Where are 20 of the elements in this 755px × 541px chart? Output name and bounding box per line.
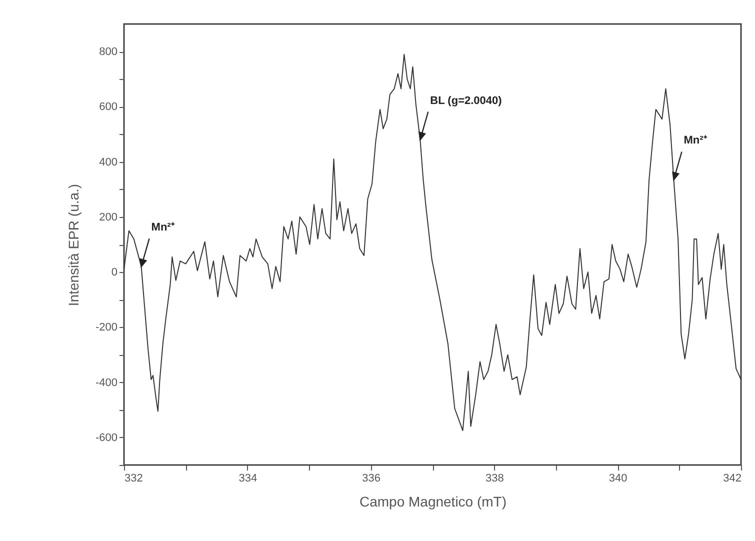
annotation: BL (g=2.0040) xyxy=(430,94,502,107)
y-tick-label: 0 xyxy=(111,266,118,279)
y-tick-label: 200 xyxy=(99,211,118,224)
annotation: Mn²⁺ xyxy=(151,222,175,234)
y-tick-label: 600 xyxy=(99,101,118,114)
x-tick-label: 340 xyxy=(608,472,628,484)
y-tick-label: 400 xyxy=(99,156,118,168)
y-tick-label: -400 xyxy=(95,376,118,389)
line-series xyxy=(124,54,742,432)
annotation: Mn²⁺ xyxy=(684,134,708,147)
y-tick-label: 800 xyxy=(99,46,118,58)
x-axis-title: Campo Magnetico (mT) xyxy=(359,494,507,510)
x-tick-label: 336 xyxy=(362,472,380,484)
x-tick-label: 342 xyxy=(723,472,742,484)
x-tick-label: 332 xyxy=(124,472,143,484)
x-tick-label: 334 xyxy=(238,472,258,484)
y-tick-label: -200 xyxy=(95,322,118,334)
y-tick-label: -600 xyxy=(95,432,118,444)
y-axis-title: Intensità EPR (u.a.) xyxy=(65,184,82,306)
x-tick-label: 338 xyxy=(486,472,504,484)
